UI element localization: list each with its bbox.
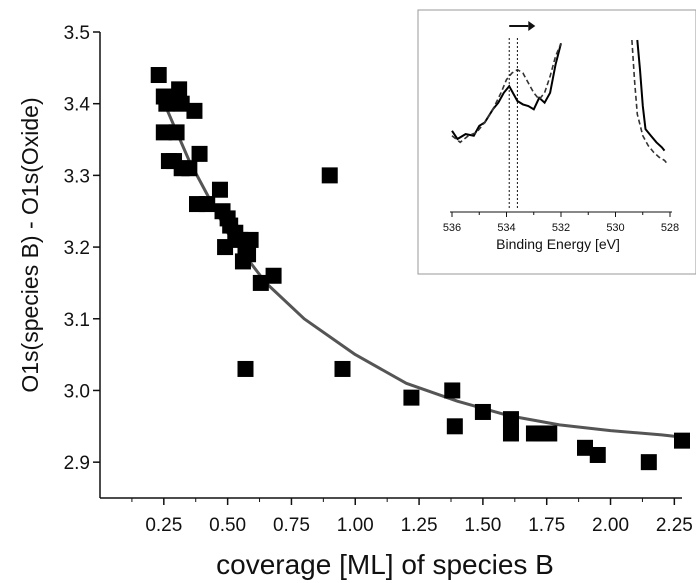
data-point — [640, 454, 657, 471]
data-point — [334, 360, 351, 377]
y-tick-label: 3.2 — [64, 238, 90, 259]
inset-tick-label: 536 — [443, 222, 461, 234]
x-tick-label: 2.00 — [592, 515, 629, 536]
inset-arrow-head — [528, 21, 536, 31]
data-point — [191, 145, 208, 162]
data-point — [502, 411, 519, 428]
x-tick-label: 1.00 — [337, 515, 374, 536]
inset-plot: 536 534 532 530 528 Binding Energy [eV] — [417, 9, 696, 275]
x-tick-label: 0.50 — [209, 515, 246, 536]
data-point — [237, 360, 254, 377]
data-point — [502, 425, 519, 442]
data-point — [211, 181, 228, 198]
data-point — [674, 432, 690, 449]
inset-tick-label: 528 — [661, 222, 679, 234]
x-ticks: 0.25 0.50 0.75 1.00 1.25 1.50 1.75 2.00 2.25 — [131, 498, 693, 536]
data-point — [150, 67, 167, 84]
data-point — [541, 425, 558, 442]
data-point — [444, 382, 461, 399]
y-tick-label: 3.4 — [64, 95, 91, 116]
inset-spectra — [451, 39, 668, 165]
data-point — [265, 267, 282, 284]
data-point — [446, 418, 463, 435]
inset-dashed-spectrum — [631, 39, 668, 165]
y-tick-label: 2.9 — [64, 453, 90, 474]
inset-tick-label: 534 — [497, 222, 515, 234]
y-tick-label: 3.0 — [64, 381, 90, 402]
x-tick-label: 0.25 — [145, 515, 182, 536]
inset-x-axis-title: Binding Energy [eV] — [496, 236, 620, 252]
inset-x-ticks: 536 534 532 530 528 — [443, 212, 679, 234]
main-plot: 2.9 3.0 3.1 3.2 3.3 3.4 3.5 0.25 0.50 0.75 1.00 1.… — [17, 23, 693, 580]
data-point — [321, 167, 338, 184]
data-point — [589, 446, 606, 463]
inset-markers — [508, 21, 536, 208]
data-point — [577, 439, 593, 456]
x-tick-label: 1.75 — [528, 515, 565, 536]
data-point — [158, 95, 175, 112]
data-point — [199, 196, 216, 213]
data-point — [252, 274, 269, 291]
x-axis-title: coverage [ML] of species B — [216, 549, 554, 580]
data-point — [217, 239, 234, 256]
y-ticks: 2.9 3.0 3.1 3.2 3.3 3.4 3.5 — [64, 23, 100, 474]
inset-tick-label: 530 — [606, 222, 624, 234]
data-point — [155, 124, 172, 141]
inset-dashed-spectrum — [451, 42, 562, 144]
inset-tick-label: 532 — [552, 222, 570, 234]
y-tick-label: 3.3 — [64, 166, 90, 187]
y-tick-label: 3.1 — [64, 310, 90, 331]
x-tick-label: 1.50 — [464, 515, 501, 536]
y-axis-title: O1s(species B) - O1s(Oxide) — [17, 97, 43, 392]
inset-solid-spectrum — [451, 43, 562, 141]
x-tick-label: 1.25 — [401, 515, 438, 536]
data-point — [173, 95, 190, 112]
x-tick-label: 2.25 — [656, 515, 693, 536]
data-point — [171, 81, 188, 98]
data-points — [150, 67, 690, 471]
x-tick-label: 0.75 — [273, 515, 310, 536]
data-point — [234, 253, 251, 270]
data-point — [242, 231, 259, 248]
data-point — [186, 102, 203, 119]
data-point — [181, 160, 198, 177]
data-point — [403, 389, 420, 406]
data-point — [474, 403, 491, 420]
inset-solid-spectrum — [636, 39, 666, 152]
y-tick-label: 3.5 — [64, 23, 90, 44]
data-point — [168, 124, 185, 141]
